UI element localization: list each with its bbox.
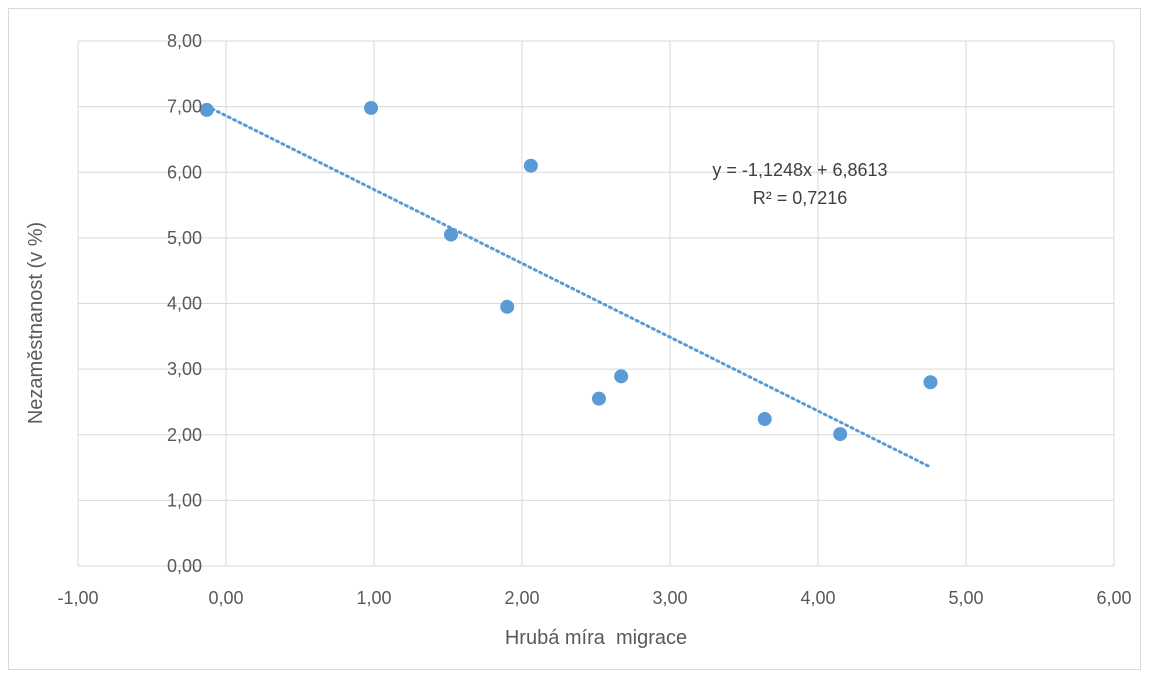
gridlines [77,40,1115,567]
trendline-r-squared: R² = 0,7216 [753,188,848,208]
x-tick-label: 0,00 [208,588,243,608]
y-tick-label: 1,00 [167,490,202,510]
data-point [443,227,458,242]
y-tick-label: 2,00 [167,425,202,445]
chart-frame [8,8,1141,670]
x-tick-label: 6,00 [1096,588,1131,608]
x-tick-label: 1,00 [356,588,391,608]
x-tick-label: -1,00 [57,588,98,608]
data-point [523,158,538,173]
tick-labels: -1,00 0,00 1,00 2,00 3,00 4,00 5,00 6,00 0,00 1,0… [57,31,1131,608]
y-tick-label: 8,00 [167,31,202,51]
data-point [199,102,214,117]
data-point [757,412,772,426]
data-point [364,100,379,115]
y-axis-title: Nezaměstnanost (v %) [25,222,47,424]
y-tick-label: 4,00 [167,294,202,314]
trendline-equation: y = -1,1248x + 6,8613 [712,160,887,180]
x-axis-title: Hrubá míra migrace [505,627,687,649]
x-tick-label: 4,00 [800,588,835,608]
x-tick-label: 5,00 [948,588,983,608]
y-tick-label: 3,00 [167,359,202,379]
trendline-layer [205,104,932,469]
y-tick-label: 6,00 [167,162,202,182]
y-tick-label: 5,00 [167,228,202,248]
data-point [923,375,938,390]
x-tick-label: 2,00 [504,588,539,608]
trendline [205,104,932,469]
y-tick-label: 7,00 [167,97,202,117]
data-points [199,100,938,442]
data-point [591,391,606,406]
y-tick-label: 0,00 [167,556,202,576]
data-point [500,299,515,314]
data-point [833,427,848,442]
x-tick-label: 3,00 [652,588,687,608]
data-point [614,369,629,384]
